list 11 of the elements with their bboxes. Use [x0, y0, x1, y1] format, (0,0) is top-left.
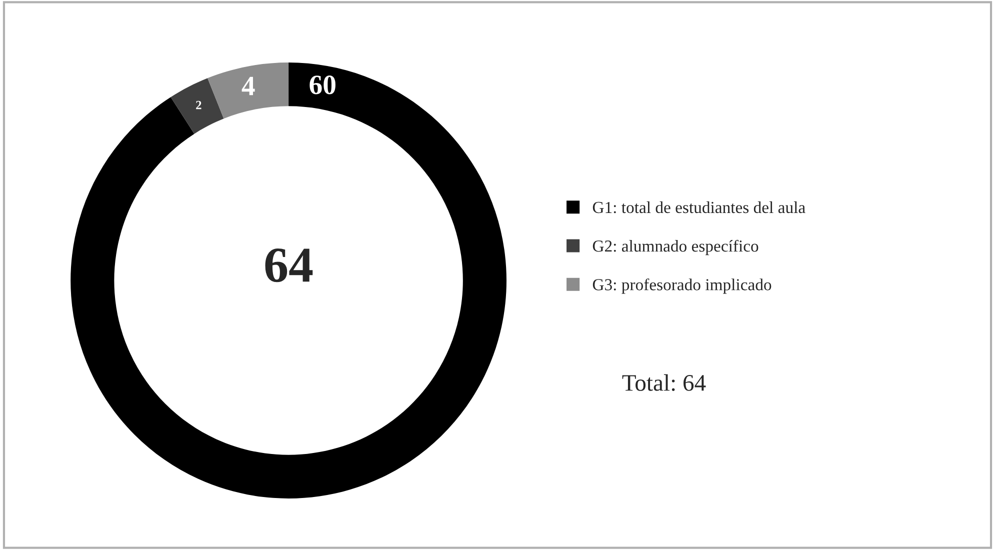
data-label: 60	[310, 76, 336, 94]
donut-slice	[170, 78, 224, 134]
data-label: 4	[242, 76, 255, 96]
legend-label: G1: total de estudiantes del aula	[592, 201, 806, 214]
legend-label: G2: alumnado específico	[592, 240, 758, 256]
legend-label: G3: profesorado implicado	[592, 278, 772, 294]
donut-slice	[70, 62, 506, 498]
text: 64	[265, 248, 313, 282]
donut-slice	[208, 62, 289, 119]
text: Total: 64	[622, 374, 706, 392]
data-label: 2	[196, 100, 202, 110]
